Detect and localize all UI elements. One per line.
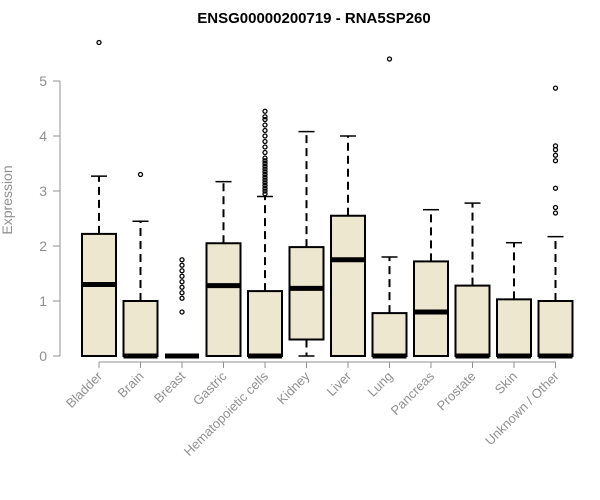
- box-iqr: [454, 284, 491, 358]
- y-tick-label: 1: [39, 293, 47, 309]
- chart-title: ENSG00000200719 - RNA5SP260: [197, 10, 430, 27]
- outlier-point: [262, 171, 268, 178]
- box-skin: [496, 241, 532, 359]
- box-iqr: [413, 260, 449, 357]
- x-tick-label: Breast: [151, 368, 188, 405]
- outlier-point: [386, 56, 393, 62]
- box-brain: [122, 171, 159, 359]
- x-tick-label: Brain: [115, 369, 147, 401]
- outlier-point: [262, 188, 268, 194]
- outlier-point: [262, 163, 268, 169]
- x-tick-label: Liver: [324, 368, 355, 399]
- outlier-point: [179, 290, 185, 296]
- box-breast: [165, 257, 199, 359]
- outlier-point: [262, 114, 268, 120]
- outlier-point: [262, 116, 268, 123]
- outlier-point: [262, 191, 268, 197]
- y-tick-label: 4: [39, 128, 47, 144]
- outlier-point: [552, 85, 559, 91]
- box-prostate: [454, 202, 491, 359]
- outlier-point: [552, 152, 559, 158]
- x-tick-label: Unknown / Other: [482, 368, 562, 448]
- box-iqr: [330, 214, 366, 357]
- outlier-point: [179, 295, 185, 301]
- x-tick-label: Bladder: [63, 368, 106, 411]
- outlier-point: [179, 273, 185, 279]
- outlier-point: [262, 144, 268, 150]
- outlier-point: [262, 182, 268, 189]
- box-unknown-other: [537, 85, 574, 359]
- outlier-point: [96, 39, 102, 46]
- outlier-point: [262, 122, 268, 128]
- y-tick-label: 2: [39, 238, 47, 254]
- outlier-point: [552, 210, 559, 216]
- outlier-point: [262, 138, 268, 145]
- outlier-point: [179, 268, 185, 274]
- outlier-point: [179, 279, 185, 285]
- box-iqr: [122, 300, 159, 357]
- x-tick-label: Prostate: [434, 369, 479, 414]
- outlier-point: [179, 262, 185, 268]
- y-tick-label: 3: [39, 183, 47, 199]
- box-hematopoietic-cells: [247, 108, 283, 359]
- box-liver: [330, 135, 366, 357]
- outlier-point: [179, 284, 185, 290]
- outlier-point: [552, 158, 559, 164]
- box-iqr: [288, 246, 325, 341]
- outlier-point: [262, 185, 268, 191]
- outlier-point: [552, 185, 559, 191]
- box-lung: [371, 56, 408, 359]
- outlier-point: [262, 158, 268, 164]
- outlier-point: [262, 108, 268, 114]
- box-pancreas: [413, 208, 449, 357]
- x-tick-label: Skin: [492, 369, 520, 397]
- y-tick-label: 0: [39, 348, 47, 364]
- outlier-point: [262, 177, 268, 183]
- outlier-point: [262, 180, 268, 186]
- box-bladder: [81, 39, 117, 357]
- outlier-point: [262, 127, 268, 134]
- x-tick-label: Kidney: [274, 368, 313, 407]
- box-series: [81, 39, 574, 359]
- y-tick-label: 5: [39, 73, 47, 89]
- box-iqr: [496, 298, 532, 358]
- outlier-point: [552, 143, 559, 149]
- y-axis-label: Expression: [0, 165, 15, 234]
- box-kidney: [288, 130, 325, 357]
- box-iqr: [537, 300, 574, 357]
- outlier-point: [262, 149, 268, 156]
- outlier-point: [137, 171, 144, 178]
- outlier-point: [262, 166, 268, 172]
- outlier-point: [262, 160, 268, 167]
- outlier-point: [179, 257, 185, 263]
- outlier-point: [179, 309, 185, 315]
- x-tick-label: Lung: [365, 369, 396, 400]
- outlier-point: [262, 133, 268, 139]
- box-iqr: [371, 312, 408, 358]
- outlier-point: [262, 174, 268, 180]
- x-tick-label: Pancreas: [388, 368, 438, 418]
- outlier-point: [262, 155, 268, 161]
- box-iqr: [247, 290, 283, 358]
- box-gastric: [205, 180, 242, 357]
- box-iqr: [81, 232, 117, 357]
- box-iqr: [205, 242, 242, 357]
- x-tick-label: Gastric: [190, 368, 230, 408]
- outlier-point: [552, 204, 559, 211]
- y-axis: 0 1 2 3 4 5: [39, 73, 61, 364]
- outlier-point: [262, 169, 268, 175]
